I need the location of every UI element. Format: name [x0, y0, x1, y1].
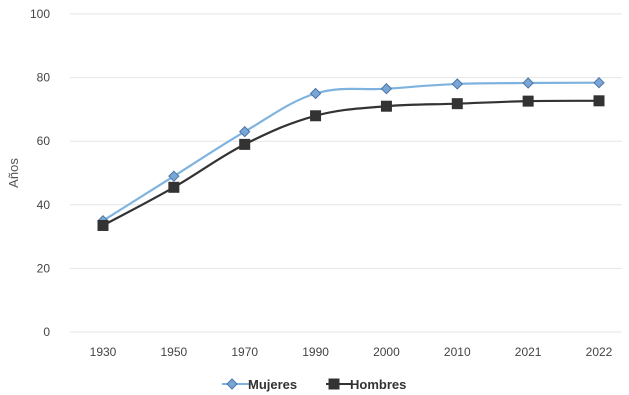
- data-point-hombres: [451, 98, 463, 110]
- data-point-mujeres: [451, 78, 463, 90]
- data-point-hombres: [380, 100, 392, 112]
- x-tick-label: 2010: [444, 345, 471, 359]
- data-point-mujeres: [309, 87, 322, 100]
- data-point-hombres: [522, 95, 534, 107]
- y-axis-title: Años: [6, 158, 21, 188]
- x-tick-label: 2022: [586, 345, 613, 359]
- legend-marker: [226, 378, 238, 390]
- gridlines: [70, 13, 622, 333]
- data-point-mujeres: [239, 125, 251, 138]
- series: [97, 76, 605, 231]
- legend-label: Hombres: [350, 377, 406, 392]
- y-tick-label: 80: [37, 71, 51, 85]
- legend: Mujeres Hombres: [222, 377, 406, 392]
- legend-item-mujeres[interactable]: Mujeres: [222, 377, 297, 392]
- data-point-hombres: [239, 138, 251, 150]
- data-point-mujeres: [593, 76, 605, 89]
- legend-marker: [328, 378, 340, 390]
- x-tick-label: 1970: [231, 345, 258, 359]
- y-tick-label: 60: [37, 134, 51, 148]
- x-tick-label: 2000: [373, 345, 400, 359]
- data-point-mujeres: [168, 170, 180, 182]
- x-tick-label: 1950: [161, 345, 188, 359]
- data-point-hombres: [97, 219, 109, 231]
- series-hombres: [97, 95, 605, 231]
- y-tick-label: 0: [43, 325, 50, 339]
- legend-label: Mujeres: [248, 377, 297, 392]
- data-point-hombres: [310, 110, 322, 122]
- data-point-hombres: [168, 181, 180, 193]
- series-line-hombres: [102, 99, 600, 227]
- series-mujeres: [97, 76, 605, 227]
- data-point-mujeres: [522, 77, 534, 89]
- x-tick-label: 1990: [302, 345, 329, 359]
- y-tick-label: 20: [37, 261, 51, 275]
- x-axis-ticks: 1930 1950 1970 1990 2000 2010 2021 2022: [90, 345, 613, 359]
- y-tick-label: 40: [37, 198, 51, 212]
- y-axis-ticks: 0 20 40 60 80 100: [30, 7, 50, 339]
- x-tick-label: 1930: [90, 345, 117, 359]
- legend-item-hombres[interactable]: Hombres: [326, 377, 406, 392]
- x-tick-label: 2021: [515, 345, 542, 359]
- data-point-hombres: [593, 95, 605, 107]
- data-point-mujeres: [380, 83, 393, 95]
- y-tick-label: 100: [30, 7, 50, 21]
